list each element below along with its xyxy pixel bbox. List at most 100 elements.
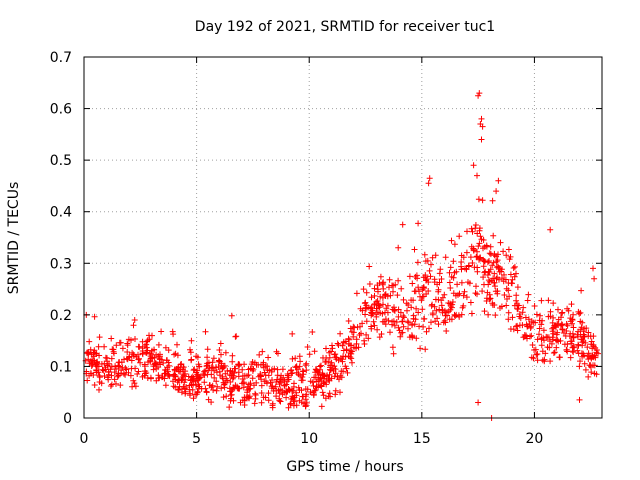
data-point (204, 371, 211, 378)
data-point (93, 351, 100, 357)
data-point (216, 358, 223, 365)
data-point (377, 293, 384, 300)
data-point (174, 341, 180, 348)
data-point (374, 298, 381, 304)
data-point (292, 355, 299, 362)
data-point (344, 369, 351, 376)
data-point (570, 344, 577, 351)
data-point (265, 397, 272, 404)
data-point (413, 272, 420, 279)
data-point (229, 358, 236, 365)
data-point (498, 303, 505, 310)
data-point (203, 363, 210, 370)
data-point (576, 363, 583, 370)
data-point (474, 172, 480, 179)
data-point (397, 309, 404, 316)
data-point (321, 373, 328, 380)
data-point (373, 305, 380, 312)
data-point (258, 361, 264, 368)
data-point (363, 318, 370, 325)
data-point (513, 292, 520, 299)
data-point (394, 292, 401, 299)
data-point (585, 373, 592, 380)
data-point (436, 306, 443, 313)
data-point (493, 188, 500, 195)
data-point (467, 299, 474, 306)
data-point (339, 358, 346, 365)
data-point (219, 365, 226, 372)
data-point (569, 316, 576, 323)
data-point (455, 291, 461, 298)
data-point (131, 317, 138, 323)
data-point (137, 359, 144, 366)
data-point (479, 288, 486, 295)
data-point (585, 329, 592, 336)
data-point (165, 347, 172, 354)
data-point (488, 277, 495, 284)
data-point (576, 396, 583, 403)
data-point (322, 359, 329, 365)
data-point (368, 325, 375, 332)
data-point (432, 252, 439, 259)
data-point (448, 273, 455, 280)
data-point (258, 399, 265, 406)
data-point (349, 359, 355, 366)
data-point (426, 325, 432, 332)
data-point (465, 279, 471, 286)
data-point (377, 273, 384, 280)
data-point (439, 307, 446, 314)
data-point (410, 315, 417, 322)
data-point (244, 389, 251, 396)
data-point (216, 347, 223, 353)
data-point (418, 297, 425, 304)
data-point (460, 254, 467, 261)
data-point (480, 245, 486, 252)
data-point (187, 346, 193, 353)
data-point (487, 243, 494, 250)
data-point (131, 380, 138, 387)
data-point (293, 389, 300, 396)
data-point (186, 392, 193, 399)
data-point (210, 355, 217, 362)
data-point (104, 362, 111, 369)
data-point (447, 264, 454, 271)
data-point (320, 354, 326, 361)
data-point (285, 374, 292, 381)
data-point (428, 319, 434, 326)
data-point (429, 311, 436, 318)
data-point (319, 370, 326, 377)
data-point (327, 362, 334, 369)
data-point (239, 376, 246, 382)
data-point (302, 402, 309, 409)
data-point (213, 378, 220, 385)
data-point (201, 368, 208, 375)
data-point (119, 345, 126, 352)
data-point (244, 372, 250, 379)
data-point (123, 366, 130, 373)
y-tick-label: 0.1 (50, 359, 72, 375)
data-point (132, 365, 139, 372)
data-point (163, 357, 170, 364)
data-point (211, 367, 218, 374)
data-point (172, 372, 179, 379)
data-point (366, 281, 373, 287)
data-point (504, 296, 510, 302)
data-point (215, 357, 222, 364)
data-point (271, 365, 278, 372)
data-point (188, 374, 195, 381)
data-point (353, 290, 360, 297)
data-point (186, 382, 193, 389)
data-point (196, 383, 203, 390)
y-tick-label: 0.3 (50, 256, 72, 272)
data-point (180, 364, 187, 371)
data-point (568, 301, 575, 308)
data-point (208, 399, 215, 406)
data-point (419, 286, 426, 293)
data-point (209, 365, 216, 371)
data-point (234, 383, 241, 390)
data-point (333, 356, 340, 363)
data-point (361, 337, 368, 344)
data-point (347, 354, 354, 360)
data-point (384, 309, 391, 316)
